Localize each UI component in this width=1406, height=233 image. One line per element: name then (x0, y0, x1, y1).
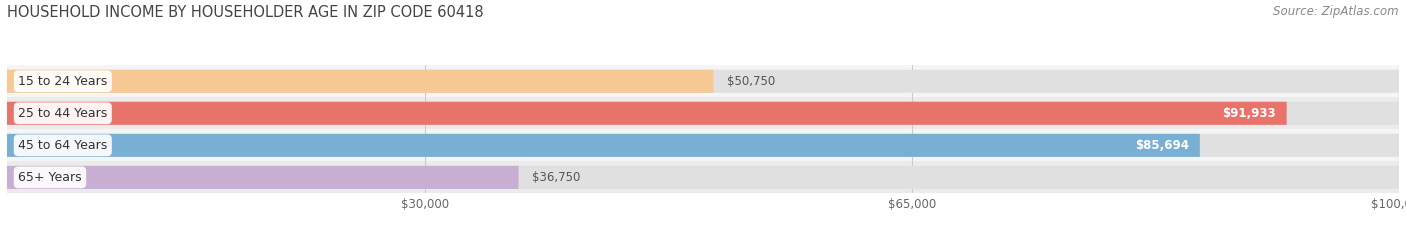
Text: $50,750: $50,750 (727, 75, 776, 88)
FancyBboxPatch shape (7, 70, 1399, 93)
Text: $91,933: $91,933 (1222, 107, 1275, 120)
Text: HOUSEHOLD INCOME BY HOUSEHOLDER AGE IN ZIP CODE 60418: HOUSEHOLD INCOME BY HOUSEHOLDER AGE IN Z… (7, 5, 484, 20)
Text: 25 to 44 Years: 25 to 44 Years (18, 107, 107, 120)
Text: Source: ZipAtlas.com: Source: ZipAtlas.com (1274, 5, 1399, 18)
Text: $85,694: $85,694 (1135, 139, 1188, 152)
Text: $36,750: $36,750 (533, 171, 581, 184)
Bar (7, 129, 1399, 161)
FancyBboxPatch shape (7, 70, 713, 93)
FancyBboxPatch shape (7, 102, 1286, 125)
FancyBboxPatch shape (7, 134, 1399, 157)
FancyBboxPatch shape (7, 166, 1399, 189)
Text: 65+ Years: 65+ Years (18, 171, 82, 184)
FancyBboxPatch shape (7, 166, 519, 189)
FancyBboxPatch shape (7, 134, 1199, 157)
Text: 45 to 64 Years: 45 to 64 Years (18, 139, 107, 152)
Text: 15 to 24 Years: 15 to 24 Years (18, 75, 107, 88)
FancyBboxPatch shape (7, 102, 1399, 125)
Bar (7, 65, 1399, 97)
Bar (7, 161, 1399, 193)
Bar (7, 97, 1399, 129)
